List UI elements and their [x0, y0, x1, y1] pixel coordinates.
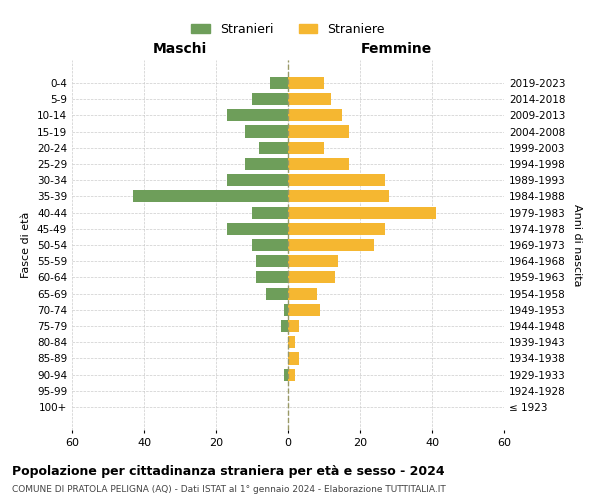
Bar — [288, 206, 436, 218]
Bar — [288, 109, 342, 122]
Bar — [288, 222, 385, 235]
Bar — [133, 190, 288, 202]
Bar — [256, 272, 288, 283]
Bar — [227, 109, 288, 122]
Bar — [288, 126, 349, 138]
Bar — [256, 255, 288, 268]
Bar — [227, 222, 288, 235]
Bar — [281, 320, 288, 332]
Legend: Stranieri, Straniere: Stranieri, Straniere — [186, 18, 390, 41]
Bar — [252, 239, 288, 251]
Bar — [288, 239, 374, 251]
Y-axis label: Fasce di età: Fasce di età — [22, 212, 31, 278]
Bar — [252, 93, 288, 105]
Text: COMUNE DI PRATOLA PELIGNA (AQ) - Dati ISTAT al 1° gennaio 2024 - Elaborazione TU: COMUNE DI PRATOLA PELIGNA (AQ) - Dati IS… — [12, 485, 446, 494]
Bar — [288, 190, 389, 202]
Bar — [266, 288, 288, 300]
Bar — [245, 126, 288, 138]
Bar — [288, 336, 295, 348]
Bar — [288, 272, 335, 283]
Bar — [227, 174, 288, 186]
Bar — [288, 368, 295, 381]
Bar — [284, 304, 288, 316]
Text: Femmine: Femmine — [361, 42, 431, 56]
Bar — [259, 142, 288, 154]
Bar — [288, 158, 349, 170]
Y-axis label: Anni di nascita: Anni di nascita — [572, 204, 582, 286]
Bar — [288, 288, 317, 300]
Bar — [288, 174, 385, 186]
Bar — [288, 93, 331, 105]
Bar — [288, 304, 320, 316]
Bar — [252, 206, 288, 218]
Bar — [288, 255, 338, 268]
Text: Popolazione per cittadinanza straniera per età e sesso - 2024: Popolazione per cittadinanza straniera p… — [12, 465, 445, 478]
Bar — [284, 368, 288, 381]
Bar — [245, 158, 288, 170]
Bar — [288, 320, 299, 332]
Bar — [288, 352, 299, 364]
Bar — [288, 77, 324, 89]
Bar — [270, 77, 288, 89]
Bar — [288, 142, 324, 154]
Text: Maschi: Maschi — [153, 42, 207, 56]
